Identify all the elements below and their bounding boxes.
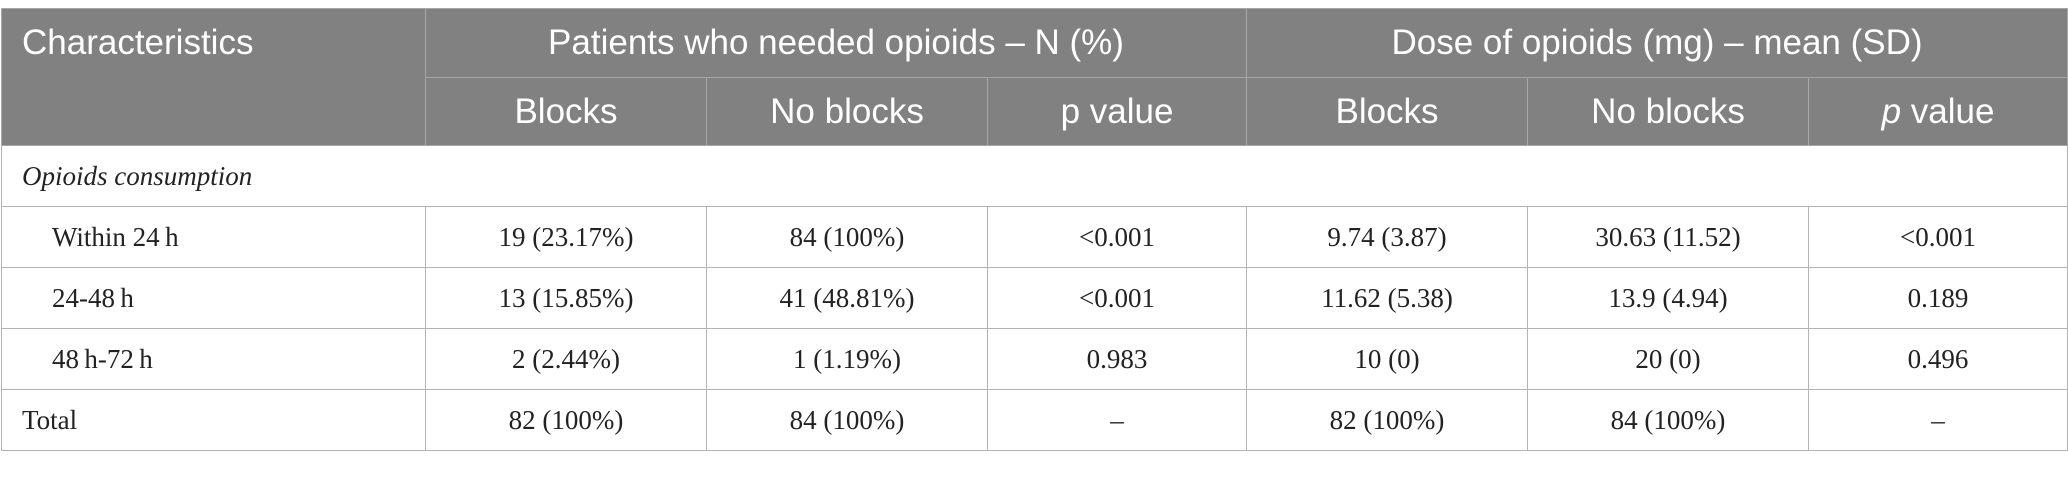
table-cell: 19 (23.17%)	[425, 206, 707, 268]
table-cell: 0.983	[986, 328, 1248, 390]
table-cell: 30.63 (11.52)	[1527, 206, 1810, 268]
table-row: 48 h-72 h 2 (2.44%) 1 (1.19%) 0.983 10 (…	[1, 328, 2068, 390]
table-row-total: Total 82 (100%) 84 (100%) – 82 (100%) 84…	[1, 389, 2068, 451]
table-cell: 0.496	[1808, 328, 2068, 390]
header-row-1: Characteristics Patients who needed opio…	[1, 8, 2068, 146]
header-patients-blocks: Blocks	[425, 77, 707, 146]
table-cell: 84 (100%)	[706, 206, 988, 268]
table-cell: 10 (0)	[1246, 328, 1529, 390]
table-row: 24-48 h 13 (15.85%) 41 (48.81%) <0.001 1…	[1, 267, 2068, 329]
header-dose-blocks: Blocks	[1246, 77, 1529, 146]
table-cell: <0.001	[986, 267, 1248, 329]
opioids-table: Characteristics Patients who needed opio…	[0, 8, 2068, 451]
table-cell: 41 (48.81%)	[706, 267, 988, 329]
table-row: Within 24 h 19 (23.17%) 84 (100%) <0.001…	[1, 206, 2068, 268]
header-row-2: Blocks No blocks p value Blocks No block…	[2, 77, 2068, 146]
table-cell: 11.62 (5.38)	[1246, 267, 1529, 329]
header-dose-value-word: value	[1901, 91, 1995, 131]
header-dose-p-value: p value	[1808, 77, 2068, 146]
table-body: Opioids consumption Within 24 h 19 (23.1…	[0, 145, 2068, 451]
row-label: 24-48 h	[1, 267, 426, 329]
table-cell: 2 (2.44%)	[425, 328, 707, 390]
header-group-patients: Patients who needed opioids – N (%)	[424, 8, 1248, 78]
header-patients-no-blocks: No blocks	[706, 77, 988, 146]
table-cell: <0.001	[986, 206, 1248, 268]
table-cell: 20 (0)	[1527, 328, 1810, 390]
table-cell: 13.9 (4.94)	[1527, 267, 1810, 329]
table-header: Characteristics Patients who needed opio…	[1, 8, 2068, 146]
table-cell: 1 (1.19%)	[706, 328, 988, 390]
section-label: Opioids consumption	[0, 145, 2068, 207]
table-cell: 13 (15.85%)	[425, 267, 707, 329]
row-label: Total	[1, 389, 426, 451]
table-cell: 82 (100%)	[425, 389, 707, 451]
row-label: 48 h-72 h	[1, 328, 426, 390]
table-cell: –	[986, 389, 1248, 451]
section-row: Opioids consumption	[0, 145, 2068, 207]
table-cell: 84 (100%)	[1527, 389, 1810, 451]
table-cell: 9.74 (3.87)	[1246, 206, 1529, 268]
header-group-dose: Dose of opioids (mg) – mean (SD)	[1246, 8, 2068, 78]
table-cell: –	[1808, 389, 2068, 451]
header-characteristics: Characteristics	[1, 8, 426, 146]
table-cell: 84 (100%)	[706, 389, 988, 451]
row-label: Within 24 h	[1, 206, 426, 268]
table-cell: 0.189	[1808, 267, 2068, 329]
table-cell: 82 (100%)	[1246, 389, 1529, 451]
header-dose-p-letter: p	[1881, 91, 1902, 131]
header-patients-p-value: p value	[986, 77, 1248, 146]
header-dose-no-blocks: No blocks	[1527, 77, 1810, 146]
table-cell: <0.001	[1808, 206, 2068, 268]
